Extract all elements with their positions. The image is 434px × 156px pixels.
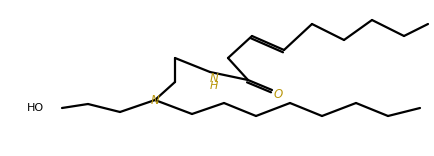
Text: N: N (150, 95, 159, 107)
Text: HO: HO (26, 103, 43, 113)
Text: H: H (209, 81, 218, 91)
Text: O: O (273, 88, 282, 100)
Text: N: N (209, 71, 218, 85)
